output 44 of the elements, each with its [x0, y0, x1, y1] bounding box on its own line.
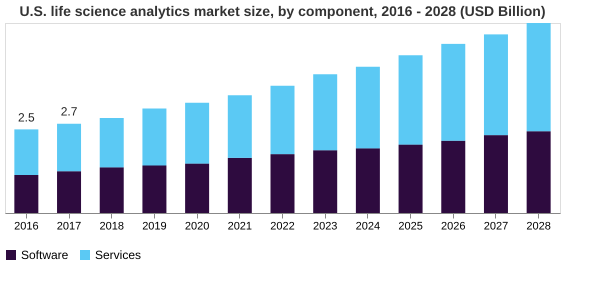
bar	[398, 144, 423, 213]
bar	[57, 171, 82, 213]
bar	[100, 167, 124, 213]
bar	[441, 44, 466, 141]
legend-label: Software	[21, 248, 69, 262]
bar	[313, 74, 338, 150]
bar	[100, 118, 124, 168]
bar	[526, 23, 551, 132]
bar	[228, 158, 252, 213]
x-tick-label: 2023	[312, 220, 338, 232]
bar	[398, 55, 423, 145]
bar	[313, 150, 338, 213]
x-tick-label: 2024	[356, 220, 380, 232]
bar	[526, 131, 551, 213]
bar	[57, 124, 82, 172]
bar	[484, 135, 508, 213]
x-tick-label: 2025	[398, 220, 423, 232]
x-tick-label: 2026	[441, 220, 466, 232]
bar	[270, 154, 294, 213]
bar	[185, 102, 210, 164]
bar	[142, 166, 166, 213]
x-tick-label: 2018	[99, 220, 124, 232]
bar	[185, 164, 210, 213]
x-tick-label: 2021	[228, 220, 252, 232]
bar	[484, 34, 508, 136]
bar	[356, 148, 380, 213]
bar	[142, 108, 166, 166]
bar	[270, 86, 294, 154]
x-tick-label: 2027	[484, 220, 508, 232]
x-tick-label: 2020	[184, 220, 210, 232]
annotation: 2.7	[60, 104, 78, 119]
bar	[14, 175, 38, 213]
x-tick-label: 2022	[270, 220, 295, 232]
bar	[14, 129, 38, 175]
x-tick-label: 2016	[14, 220, 39, 232]
bar	[441, 140, 466, 213]
bar	[356, 66, 380, 148]
chart-title: U.S. life science analytics market size, by component, 2016 - 2028 (USD Billion)	[20, 3, 546, 19]
annotation: 2.5	[18, 110, 36, 124]
legend-label: Services	[95, 248, 142, 262]
x-tick-label: 2017	[56, 220, 82, 232]
x-tick-label: 2019	[142, 220, 167, 232]
bar	[228, 95, 252, 158]
x-tick-label: 2028	[526, 220, 551, 232]
